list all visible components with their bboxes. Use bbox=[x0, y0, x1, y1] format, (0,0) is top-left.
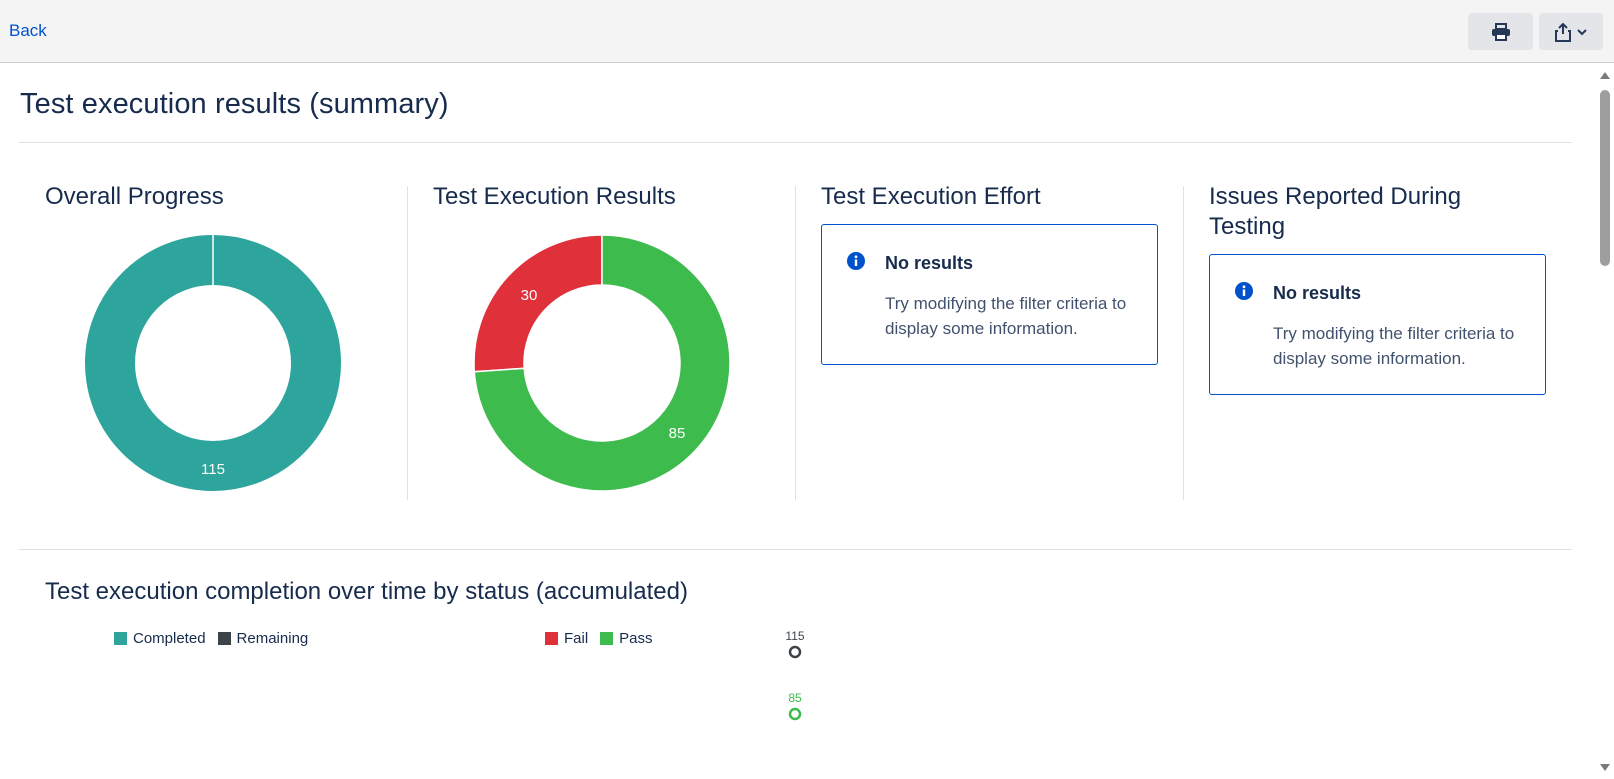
scroll-up-arrow-icon[interactable] bbox=[1599, 70, 1611, 80]
panel-divider bbox=[1183, 186, 1184, 500]
execution-results-legend: Fail Pass bbox=[545, 630, 653, 647]
legend-swatch bbox=[217, 632, 231, 645]
data-point-pass[interactable] bbox=[788, 707, 802, 721]
section-divider bbox=[19, 549, 1572, 550]
panel-divider bbox=[795, 186, 796, 500]
share-icon bbox=[1555, 22, 1571, 42]
legend-item-completed[interactable]: Completed bbox=[114, 630, 206, 647]
donut-segment-pass[interactable] bbox=[473, 234, 731, 492]
scroll-down-arrow-icon[interactable] bbox=[1599, 763, 1611, 773]
execution-results-title: Test Execution Results bbox=[433, 183, 676, 210]
legend-item-remaining[interactable]: Remaining bbox=[217, 630, 309, 647]
info-text: Try modifying the filter criteria to dis… bbox=[885, 294, 1127, 338]
report-content: Test execution results (summary) Overall… bbox=[0, 64, 1595, 779]
legend-swatch bbox=[545, 632, 558, 645]
execution-results-panel: Test Execution Results 30 85 Fail Pass bbox=[408, 182, 796, 647]
scrollbar-thumb[interactable] bbox=[1600, 90, 1610, 266]
no-results-message: No results Try modifying the filter crit… bbox=[821, 224, 1158, 365]
execution-effort-panel: Test Execution Effort No results Try mod… bbox=[796, 182, 1184, 562]
legend-label: Fail bbox=[564, 630, 589, 647]
info-text: Try modifying the filter criteria to dis… bbox=[1273, 324, 1515, 368]
legend-item-fail[interactable]: Fail bbox=[545, 630, 588, 647]
legend-label: Remaining bbox=[236, 630, 309, 647]
top-toolbar: Back bbox=[0, 0, 1614, 63]
legend-label: Completed bbox=[133, 630, 206, 647]
legend-swatch bbox=[600, 632, 614, 645]
issues-reported-panel: Issues Reported During Testing No result… bbox=[1184, 182, 1572, 562]
back-link[interactable]: Back bbox=[9, 21, 47, 40]
completion-over-time-chart: 115 85 bbox=[785, 629, 805, 721]
legend-swatch bbox=[114, 632, 127, 645]
vertical-scrollbar[interactable] bbox=[1595, 64, 1614, 779]
data-point-total[interactable] bbox=[788, 645, 802, 659]
share-menu-button[interactable] bbox=[1539, 13, 1603, 50]
completion-chart-title: Test execution completion over time by s… bbox=[45, 578, 688, 605]
issues-reported-title: Issues Reported During Testing bbox=[1209, 183, 1462, 240]
point-label-total: 115 bbox=[785, 629, 804, 643]
execution-results-donut: 30 85 bbox=[473, 234, 731, 492]
point-label-pass: 85 bbox=[788, 691, 802, 705]
overall-progress-panel: Overall Progress 115 Completed Remaining bbox=[20, 182, 408, 647]
chevron-down-icon bbox=[1577, 28, 1587, 35]
info-icon bbox=[847, 252, 865, 270]
overall-progress-legend: Completed Remaining bbox=[114, 630, 308, 647]
info-title: No results bbox=[885, 253, 974, 273]
print-button[interactable] bbox=[1468, 13, 1533, 50]
info-title: No results bbox=[1273, 283, 1362, 303]
panel-divider bbox=[407, 186, 408, 500]
info-icon bbox=[1235, 282, 1253, 300]
overall-progress-donut: 115 bbox=[85, 235, 341, 491]
page-title: Test execution results (summary) bbox=[20, 88, 449, 120]
donut-segment-completed bbox=[85, 235, 341, 491]
no-results-message: No results Try modifying the filter crit… bbox=[1209, 254, 1546, 395]
legend-label: Pass bbox=[619, 630, 653, 647]
title-divider bbox=[19, 142, 1572, 143]
donut-label-fail: 30 bbox=[521, 287, 538, 304]
printer-icon bbox=[1491, 22, 1510, 41]
donut-label-pass: 85 bbox=[669, 425, 686, 442]
legend-item-pass[interactable]: Pass bbox=[600, 630, 653, 647]
donut-segment-fail[interactable] bbox=[473, 234, 603, 373]
execution-effort-title: Test Execution Effort bbox=[821, 183, 1041, 210]
overall-progress-title: Overall Progress bbox=[45, 183, 224, 210]
donut-label-completed: 115 bbox=[201, 461, 225, 478]
